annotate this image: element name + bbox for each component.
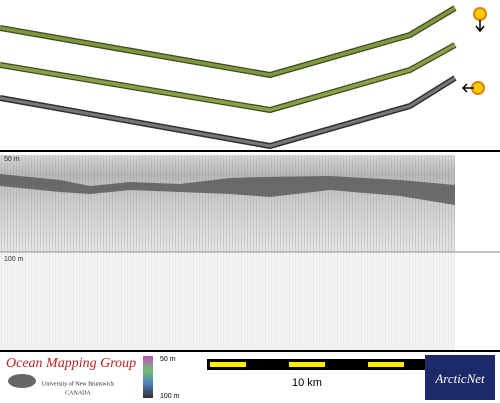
track-line <box>0 76 456 148</box>
footer: Ocean Mapping Group University of New Br… <box>6 355 495 400</box>
scale-bar <box>207 359 441 370</box>
track-line <box>0 6 456 77</box>
logo-box <box>425 355 495 400</box>
logo-title: Ocean Mapping Group <box>6 356 136 371</box>
track-panel <box>0 5 487 150</box>
sonar-panel: 50 m 100 m <box>0 155 500 350</box>
depth-label: 50 m <box>4 156 20 163</box>
depth-label: 100 m <box>4 256 24 263</box>
seabed <box>0 174 455 205</box>
sun-icon <box>473 7 487 33</box>
logo-line: University of New Brunswick <box>42 380 114 387</box>
legend-label: 100 m <box>160 393 180 400</box>
legend-label: 50 m <box>160 356 176 363</box>
sun-icon <box>461 81 485 95</box>
logo-line: CANADA <box>65 390 91 396</box>
track-line <box>0 43 456 112</box>
logo-right: ArcticNet <box>434 371 485 386</box>
logo-mark <box>8 374 36 388</box>
color-legend <box>143 356 153 398</box>
scale-label: 10 km <box>292 377 322 389</box>
